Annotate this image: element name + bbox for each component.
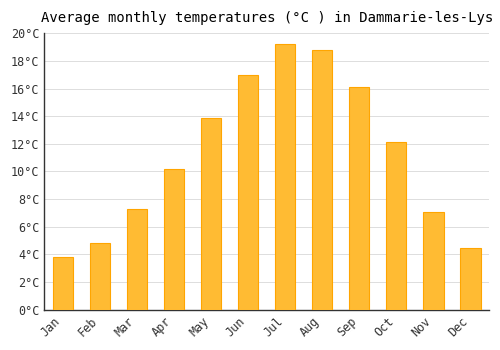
Bar: [127, 209, 147, 310]
Bar: [164, 169, 184, 310]
Bar: [460, 247, 480, 310]
Title: Average monthly temperatures (°C ) in Dammarie-les-Lys: Average monthly temperatures (°C ) in Da…: [40, 11, 493, 25]
Bar: [275, 44, 295, 310]
Bar: [386, 142, 406, 310]
Bar: [90, 243, 110, 310]
Bar: [312, 50, 332, 310]
Bar: [53, 257, 73, 310]
Bar: [423, 211, 444, 310]
Bar: [238, 75, 258, 310]
Bar: [349, 87, 370, 310]
Bar: [201, 118, 222, 310]
